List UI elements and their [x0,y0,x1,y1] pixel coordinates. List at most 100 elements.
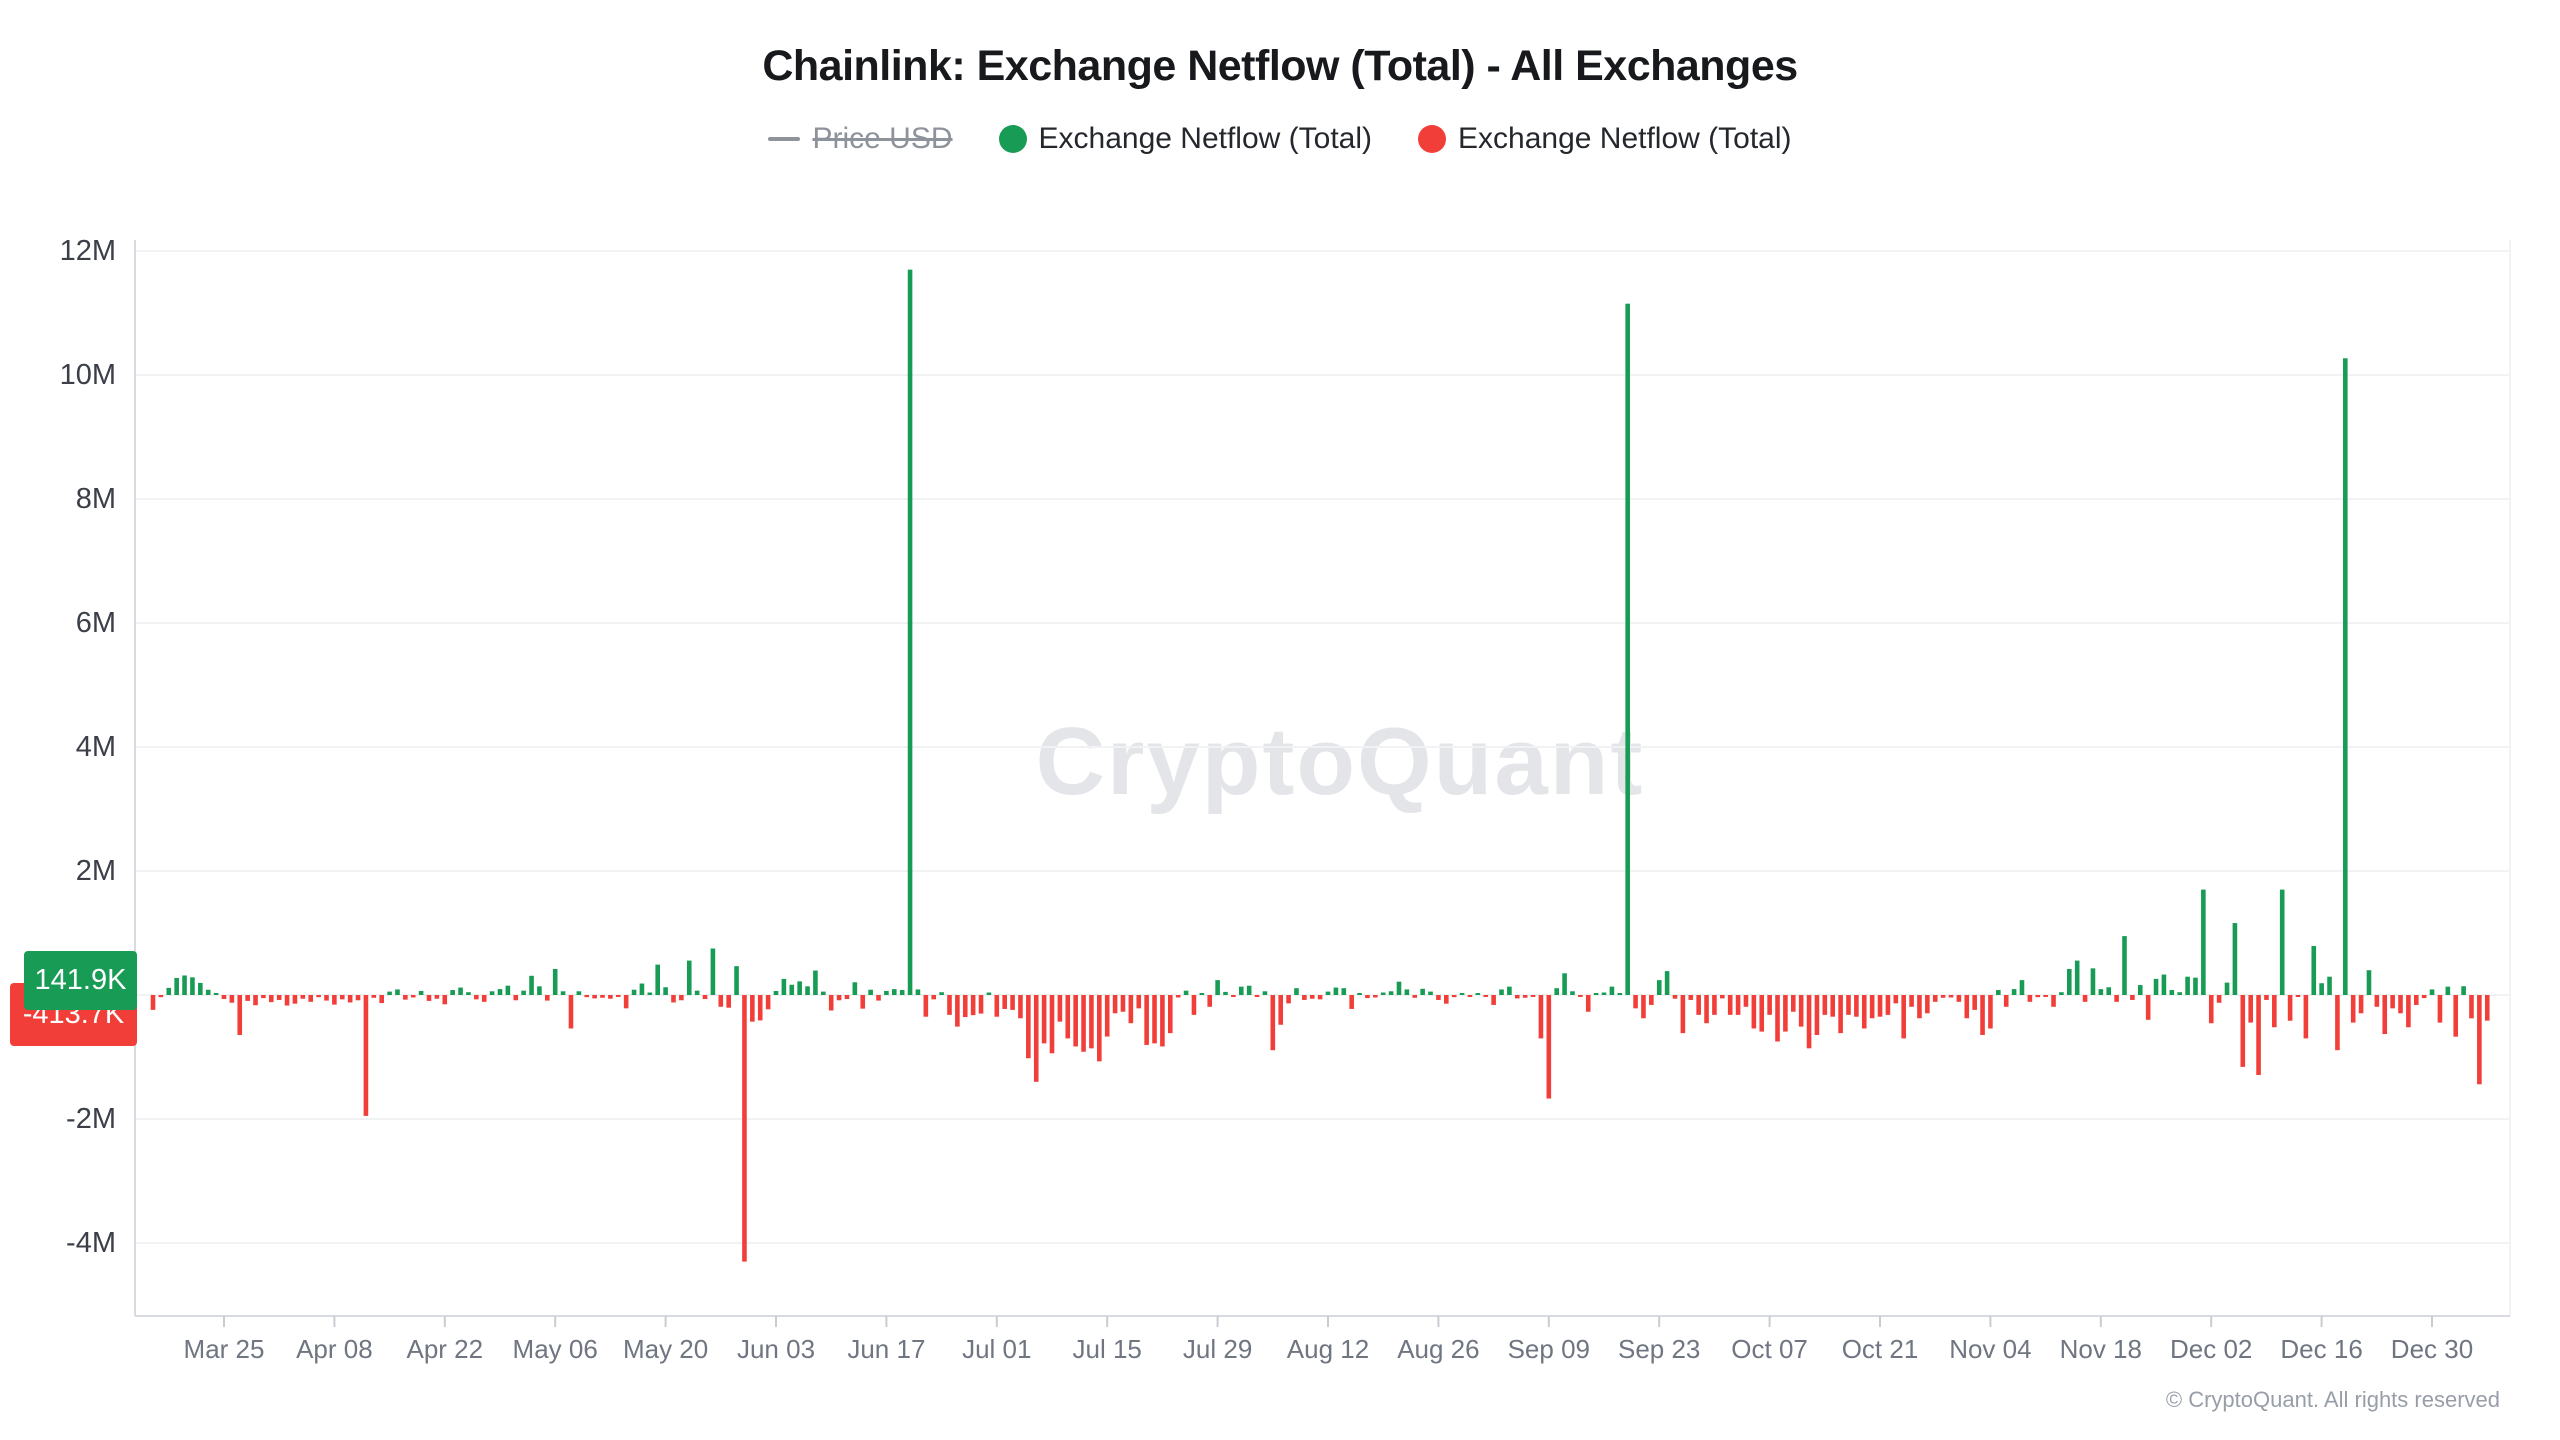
netflow-bar [268,995,274,1003]
x-axis-tick-label: Jun 17 [847,1334,926,1364]
legend-item-price-usd[interactable]: Price USD [768,122,953,156]
netflow-bar [1065,995,1071,1039]
netflow-bar [1893,995,1899,1004]
netflow-bar [1901,995,1906,1039]
netflow-bar [174,977,179,995]
netflow-bar [608,995,613,999]
netflow-bar [805,986,810,995]
netflow-bar [150,995,156,1010]
red-dot-icon [1418,125,1447,153]
y-axis-tick-label: -2M [66,1103,116,1135]
netflow-bar [1089,995,1094,1049]
netflow-bar [1917,995,1922,1019]
netflow-bar [939,992,944,995]
netflow-bar [221,995,227,1000]
netflow-bar [757,995,763,1021]
netflow-bar [726,995,731,1008]
netflow-bar [1175,995,1181,998]
x-axis-tick-label: Oct 21 [1841,1334,1919,1364]
netflow-bar [1325,991,1331,995]
netflow-bar [876,995,881,1001]
x-axis-tick-label: Apr 22 [406,1334,484,1364]
netflow-bar [1593,993,1599,995]
netflow-bar [1830,995,1836,1017]
x-axis-tick-label: Jul 29 [1182,1334,1253,1364]
netflow-bar [253,995,258,1006]
y-axis-tick-label: -4M [66,1227,116,1259]
netflow-bar [1160,995,1165,1047]
netflow-bar [994,995,1000,1017]
legend-item-netflow-inflow[interactable]: Exchange Netflow (Total) [998,122,1373,156]
legend-item-netflow-outflow[interactable]: Exchange Netflow (Total) [1418,122,1792,156]
netflow-bar [1238,986,1244,995]
netflow-bar [466,992,471,995]
netflow-bar [1775,995,1780,1042]
netflow-bar [1601,992,1607,995]
netflow-bar [1380,992,1386,995]
netflow-bar [615,995,621,997]
netflow-bar [1877,995,1883,1017]
netflow-bar [655,964,660,995]
netflow-bar [2303,995,2309,1039]
netflow-bar [1167,995,1173,1034]
legend-label: Exchange Netflow (Total) [1458,122,1792,155]
netflow-bar [1373,995,1378,998]
netflow-bar [1302,995,1307,1000]
netflow-bar [1633,995,1638,1009]
netflow-bar [2453,995,2459,1037]
legend: Price USD Exchange Netflow (Total) Excha… [0,122,2560,156]
netflow-bar [2429,989,2435,995]
netflow-bar [1996,990,2001,995]
netflow-bar [450,990,455,995]
netflow-bar [2287,995,2293,1021]
netflow-bar [1491,995,1496,1005]
netflow-bar [702,995,708,1000]
netflow-bars[interactable] [150,269,2490,1262]
netflow-bar [1554,988,1560,995]
netflow-bar [2130,995,2135,1000]
netflow-bar [1522,995,1528,998]
netflow-bar [379,995,384,1004]
netflow-bar [276,995,282,1000]
netflow-bar [529,975,534,995]
netflow-bar [1404,989,1410,995]
netflow-bar [647,992,653,995]
netflow-bar [797,981,802,995]
netflow-bar [1246,985,1252,995]
x-axis-tick-label: Oct 07 [1731,1334,1808,1364]
netflow-bar [1932,995,1938,1002]
netflow-bar [1641,995,1646,1019]
netflow-bar [639,983,645,995]
netflow-bar [418,990,424,995]
netflow-bar [505,985,511,995]
netflow-bar [671,995,676,1003]
netflow-bar [2216,995,2222,1003]
netflow-bar [1909,995,1914,1007]
netflow-bar [1743,995,1749,1007]
netflow-bar [2019,980,2025,995]
netflow-bar [1428,991,1433,995]
netflow-bar [387,991,392,995]
netflow-bar [198,982,203,995]
x-axis-tick-label: Jul 01 [962,1334,1032,1364]
x-axis-tick-label: Dec 30 [2390,1334,2474,1364]
netflow-bar [560,991,566,995]
netflow-bar [1980,995,1985,1035]
netflow-bar [2358,995,2364,1014]
legend-label: Exchange Netflow (Total) [1038,122,1373,155]
netflow-bar [592,995,597,999]
netflow-bar [844,995,850,1000]
netflow-bar [190,977,195,995]
netflow-bar [1656,980,1662,995]
netflow-bar [2035,995,2041,998]
x-axis-tick-label: Dec 16 [2280,1334,2363,1364]
netflow-bar [237,995,243,1035]
netflow-bar [2208,995,2214,1024]
x-axis-tick-label: Nov 18 [2059,1334,2142,1364]
netflow-bar [489,991,495,995]
netflow-bar [261,995,266,999]
netflow-bar [2366,970,2372,995]
netflow-bar [2421,995,2427,999]
